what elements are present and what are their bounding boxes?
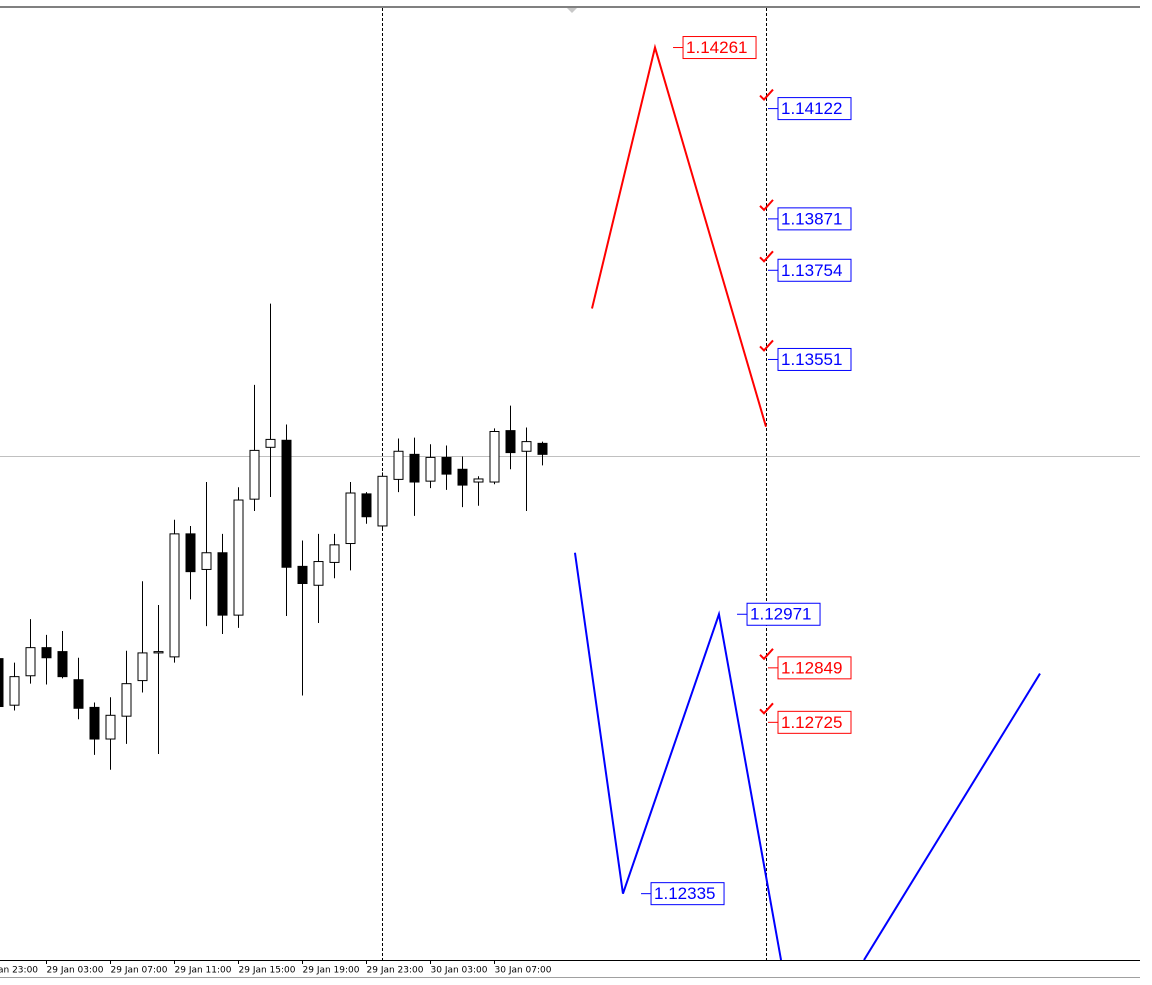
candle-body bbox=[329, 544, 340, 563]
candle-body bbox=[185, 533, 196, 573]
level-box bbox=[777, 710, 852, 734]
zigzag-line bbox=[863, 673, 1041, 960]
level-label: 1.12335 bbox=[654, 884, 715, 903]
zigzag-line bbox=[573, 552, 783, 960]
candle-body bbox=[521, 441, 532, 452]
candle-body bbox=[425, 456, 436, 482]
candle-body bbox=[25, 647, 36, 677]
x-tick-label: 29 Jan 19:00 bbox=[303, 966, 360, 976]
x-tick-label: an 23:00 bbox=[0, 966, 38, 976]
level-box bbox=[650, 882, 725, 906]
x-tick-label: 29 Jan 07:00 bbox=[111, 966, 168, 976]
candle-body bbox=[537, 442, 548, 455]
candle-body bbox=[473, 478, 484, 483]
level-label: 1.12725 bbox=[781, 713, 842, 732]
level-box bbox=[746, 602, 821, 626]
candle-body bbox=[393, 450, 404, 480]
candle-body bbox=[345, 492, 356, 545]
candle-body bbox=[201, 552, 212, 570]
candle-body bbox=[217, 552, 228, 616]
candle-body bbox=[361, 493, 372, 518]
level-label: 1.14122 bbox=[781, 99, 842, 118]
candle-body bbox=[73, 679, 84, 709]
candle-body bbox=[57, 651, 68, 678]
candle-body bbox=[89, 706, 100, 740]
time-axis: 29 Jan 03:00 29 Jan 07:00 29 Jan 11:00 29 J… bbox=[0, 960, 552, 976]
level-label: 1.13551 bbox=[781, 350, 842, 369]
level-box bbox=[777, 258, 852, 282]
x-tick-label: 30 Jan 07:00 bbox=[495, 966, 552, 976]
candle-body bbox=[233, 499, 244, 616]
check-mark bbox=[759, 88, 774, 102]
level-label: 1.13871 bbox=[781, 209, 842, 228]
x-tick-label: 29 Jan 15:00 bbox=[239, 966, 296, 976]
candle-body bbox=[377, 475, 388, 527]
candle-body bbox=[441, 456, 452, 475]
x-tick-label: 30 Jan 03:00 bbox=[431, 966, 488, 976]
level-box bbox=[777, 97, 852, 121]
candle-body bbox=[41, 647, 52, 659]
candle-body bbox=[121, 683, 132, 717]
candle-body bbox=[153, 651, 164, 654]
candle-body bbox=[457, 468, 468, 486]
check-mark bbox=[759, 250, 774, 263]
level-label: 1.12971 bbox=[750, 605, 811, 624]
level-box bbox=[777, 656, 852, 680]
check-mark bbox=[759, 702, 774, 715]
candle-body bbox=[505, 430, 516, 454]
x-tick-label: 29 Jan 03:00 bbox=[47, 966, 104, 976]
check-mark bbox=[759, 339, 774, 352]
candle-body bbox=[489, 431, 500, 483]
level-label: 1.14261 bbox=[686, 38, 747, 57]
candle-body bbox=[265, 438, 276, 448]
candle-body bbox=[409, 453, 420, 483]
candle-body bbox=[297, 565, 308, 585]
level-box bbox=[777, 347, 852, 371]
check-mark bbox=[759, 648, 774, 661]
candle-body bbox=[281, 439, 292, 568]
check-mark bbox=[759, 199, 774, 212]
zigzag-line bbox=[591, 43, 767, 427]
x-tick-label: 29 Jan 23:00 bbox=[367, 966, 424, 976]
level-label: 1.13754 bbox=[781, 261, 842, 280]
level-box bbox=[777, 207, 852, 231]
candle-body bbox=[313, 561, 324, 586]
candle-body bbox=[249, 449, 260, 500]
candle-body bbox=[169, 533, 180, 658]
x-tick-label: 29 Jan 11:00 bbox=[175, 966, 232, 976]
candle-body bbox=[137, 652, 148, 682]
candle-body bbox=[105, 714, 116, 740]
level-label: 1.12849 bbox=[781, 658, 842, 677]
shift-marker bbox=[567, 8, 577, 13]
candle-body bbox=[0, 658, 4, 708]
candle-body bbox=[9, 676, 20, 706]
plot-area bbox=[0, 8, 1140, 960]
level-box bbox=[682, 36, 757, 60]
